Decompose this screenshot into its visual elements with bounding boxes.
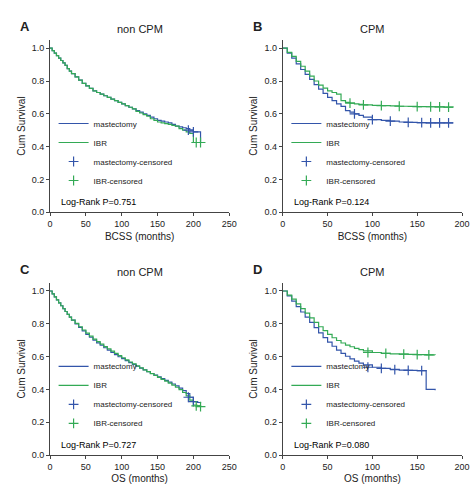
svg-text:OS (months): OS (months)	[111, 473, 168, 484]
svg-text:IBR-censored: IBR-censored	[326, 177, 375, 186]
svg-text:IBR: IBR	[326, 139, 340, 148]
svg-text:1.0: 1.0	[32, 286, 45, 296]
svg-text:mastectomy: mastectomy	[94, 362, 137, 371]
svg-text:Log-Rank P=0.751: Log-Rank P=0.751	[61, 197, 136, 207]
svg-text:100: 100	[114, 462, 129, 472]
svg-text:100: 100	[365, 462, 380, 472]
svg-text:non CPM: non CPM	[117, 266, 163, 278]
svg-text:IBR-censored: IBR-censored	[326, 419, 375, 428]
svg-text:IBR: IBR	[326, 381, 340, 390]
svg-text:C: C	[20, 262, 30, 277]
svg-text:BCSS (months): BCSS (months)	[105, 231, 174, 242]
svg-text:0.8: 0.8	[264, 319, 277, 329]
svg-text:150: 150	[410, 462, 425, 472]
svg-text:50: 50	[81, 219, 91, 229]
svg-text:0.4: 0.4	[264, 142, 277, 152]
svg-text:mastectomy-censored: mastectomy-censored	[326, 158, 405, 167]
svg-text:200: 200	[454, 219, 469, 229]
svg-text:mastectomy: mastectomy	[326, 362, 369, 371]
svg-text:0.8: 0.8	[32, 319, 45, 329]
svg-text:mastectomy-censored: mastectomy-censored	[94, 158, 173, 167]
svg-text:Cum Survival: Cum Survival	[248, 339, 259, 398]
svg-text:1.0: 1.0	[264, 43, 277, 53]
svg-text:0: 0	[47, 462, 52, 472]
svg-text:0.6: 0.6	[32, 352, 45, 362]
svg-text:IBR: IBR	[94, 381, 108, 390]
svg-text:mastectomy: mastectomy	[94, 120, 137, 129]
svg-text:mastectomy-censored: mastectomy-censored	[94, 400, 173, 409]
svg-text:0.4: 0.4	[32, 385, 45, 395]
svg-text:Log-Rank P=0.124: Log-Rank P=0.124	[294, 197, 369, 207]
svg-text:Cum Survival: Cum Survival	[16, 96, 27, 155]
svg-text:0.2: 0.2	[32, 417, 45, 427]
svg-text:0.0: 0.0	[264, 207, 277, 217]
svg-text:mastectomy: mastectomy	[326, 120, 369, 129]
svg-text:100: 100	[365, 219, 380, 229]
svg-text:0.8: 0.8	[32, 76, 45, 86]
svg-text:Log-Rank P=0.080: Log-Rank P=0.080	[294, 440, 369, 450]
svg-text:50: 50	[323, 219, 333, 229]
svg-text:150: 150	[150, 219, 165, 229]
svg-text:0.2: 0.2	[32, 175, 45, 185]
svg-text:150: 150	[150, 462, 165, 472]
svg-text:0.6: 0.6	[264, 352, 277, 362]
svg-text:1.0: 1.0	[264, 286, 277, 296]
svg-text:CPM: CPM	[360, 23, 384, 35]
svg-text:250: 250	[222, 462, 237, 472]
svg-text:OS (months): OS (months)	[344, 473, 401, 484]
svg-text:Cum Survival: Cum Survival	[248, 96, 259, 155]
svg-text:0.2: 0.2	[264, 175, 277, 185]
svg-text:non CPM: non CPM	[117, 23, 163, 35]
svg-text:Log-Rank P=0.727: Log-Rank P=0.727	[61, 440, 136, 450]
svg-text:0: 0	[280, 219, 285, 229]
svg-text:50: 50	[81, 462, 91, 472]
svg-text:100: 100	[114, 219, 129, 229]
svg-text:mastectomy-censored: mastectomy-censored	[326, 400, 405, 409]
svg-text:0.8: 0.8	[264, 76, 277, 86]
svg-text:D: D	[253, 262, 262, 277]
svg-text:0.0: 0.0	[32, 207, 45, 217]
svg-text:IBR-censored: IBR-censored	[94, 419, 143, 428]
svg-text:150: 150	[410, 219, 425, 229]
svg-text:0.6: 0.6	[264, 109, 277, 119]
svg-text:250: 250	[222, 219, 237, 229]
svg-text:50: 50	[323, 462, 333, 472]
svg-text:IBR: IBR	[94, 139, 108, 148]
svg-text:200: 200	[186, 219, 201, 229]
svg-text:1.0: 1.0	[32, 43, 45, 53]
svg-text:B: B	[253, 19, 262, 34]
svg-text:0.0: 0.0	[32, 450, 45, 460]
svg-text:0.6: 0.6	[32, 109, 45, 119]
svg-text:0.4: 0.4	[264, 385, 277, 395]
svg-text:BCSS (months): BCSS (months)	[338, 231, 407, 242]
svg-text:A: A	[20, 19, 30, 34]
svg-text:Cum Survival: Cum Survival	[16, 339, 27, 398]
svg-text:0.2: 0.2	[264, 417, 277, 427]
svg-text:CPM: CPM	[360, 266, 384, 278]
svg-text:200: 200	[454, 462, 469, 472]
svg-text:0.0: 0.0	[264, 450, 277, 460]
svg-text:0.4: 0.4	[32, 142, 45, 152]
svg-text:0: 0	[280, 462, 285, 472]
svg-text:0: 0	[47, 219, 52, 229]
svg-text:200: 200	[186, 462, 201, 472]
svg-text:IBR-censored: IBR-censored	[94, 177, 143, 186]
